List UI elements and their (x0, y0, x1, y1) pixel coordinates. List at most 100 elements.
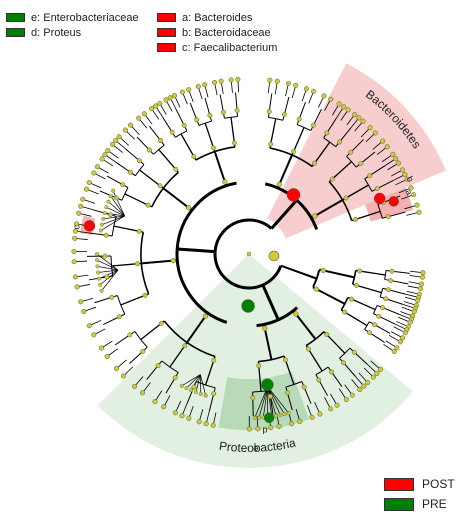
branch-line (76, 230, 89, 234)
leaf-node (285, 80, 291, 87)
fan-branch (267, 386, 273, 417)
leaf-node (391, 348, 397, 355)
leaf-node (372, 130, 378, 136)
family-node (301, 384, 307, 390)
order-node (211, 145, 216, 151)
family-node (316, 377, 322, 383)
order-node (324, 332, 330, 338)
enterobacteriaceae-node (261, 378, 274, 391)
legend-item-faecalibacterium: c: Faecalibacterium (157, 40, 277, 55)
branch-line (285, 84, 289, 97)
branch-line (174, 96, 181, 108)
fan-leaf (108, 194, 113, 199)
fan-leaf (104, 205, 109, 210)
branch-line (405, 293, 418, 298)
leaf-node (120, 373, 127, 379)
branch-arc (351, 270, 357, 285)
branch-line (119, 137, 130, 146)
branch-line (407, 285, 420, 289)
legend-swatch-pre (6, 28, 25, 37)
family-node (127, 169, 133, 175)
leaf-node (202, 82, 208, 88)
family-node (367, 173, 373, 179)
leaf-node (98, 345, 104, 351)
legend-item-enterobacteriaceae: e: Enterobacteriaceae (6, 10, 139, 25)
leaf-node (268, 425, 274, 431)
branch-line (105, 154, 116, 163)
branch-arc (379, 288, 384, 298)
leaf-node (360, 118, 366, 124)
branch-line (170, 98, 177, 110)
fan-branch (267, 386, 289, 414)
family-node (102, 253, 108, 259)
fan-branch (101, 215, 125, 225)
family-node (383, 296, 389, 302)
leaf-node (399, 167, 406, 173)
legend-label: e: Enterobacteriaceae (31, 11, 139, 24)
branch-line (113, 144, 123, 153)
fan-leaf (101, 216, 106, 221)
fan-leaf (179, 383, 184, 388)
leaf-node (136, 115, 142, 121)
family-node (158, 137, 163, 143)
class-node (262, 325, 268, 331)
branch-line (75, 260, 88, 262)
branch-line (332, 104, 339, 116)
family-node (296, 116, 302, 122)
branch-line (123, 366, 134, 376)
branch-line (89, 182, 102, 189)
legend-post-features: a: Bacteroides b: Bacteroidaceae c: Faec… (157, 10, 277, 55)
branch-line (94, 328, 106, 335)
leaf-node (99, 156, 105, 162)
order-node (349, 296, 354, 302)
branch-line (270, 199, 298, 230)
leaf-node (171, 93, 178, 99)
leaf-node (78, 203, 84, 209)
leaf-node (384, 144, 390, 150)
branch-line (383, 343, 394, 352)
branch-line (102, 340, 113, 348)
order-node (158, 321, 164, 326)
branch-line (308, 92, 314, 104)
family-node (191, 384, 197, 390)
branch-line (346, 115, 355, 126)
order-node (305, 346, 311, 352)
branch-line (394, 323, 407, 330)
nodes (71, 76, 426, 432)
fan-branch (104, 212, 125, 217)
fan-leaf (252, 415, 257, 420)
legend-swatch-post (157, 43, 176, 52)
leaf-node (297, 418, 303, 424)
leaf-node (394, 345, 400, 351)
branch-line (360, 128, 370, 138)
clade-shades (80, 63, 446, 468)
fan-leaf (111, 188, 116, 193)
fan-leaf (189, 388, 194, 393)
branch-line (159, 104, 167, 115)
order-node (173, 166, 179, 172)
family-node (136, 158, 142, 164)
branch-line (76, 274, 89, 278)
family-node (351, 349, 357, 355)
leaf-node (293, 82, 299, 88)
branch-line (406, 212, 419, 216)
branch-line (188, 405, 194, 418)
branch-line (403, 301, 416, 306)
leaf-node (328, 406, 334, 412)
branch-line (324, 99, 331, 111)
leaf-node (356, 115, 362, 121)
family-node (341, 360, 346, 366)
fan-leaf (184, 386, 189, 391)
fan-leaf (257, 415, 262, 420)
leaf-node (235, 76, 241, 82)
fan-leaf (95, 258, 100, 263)
branch-line (198, 87, 203, 100)
branch-arc (163, 320, 216, 358)
order-node (291, 148, 297, 154)
leaf-node (420, 270, 426, 276)
root-arc (213, 218, 283, 290)
fan-leaf (98, 228, 103, 233)
family-node (250, 395, 256, 401)
